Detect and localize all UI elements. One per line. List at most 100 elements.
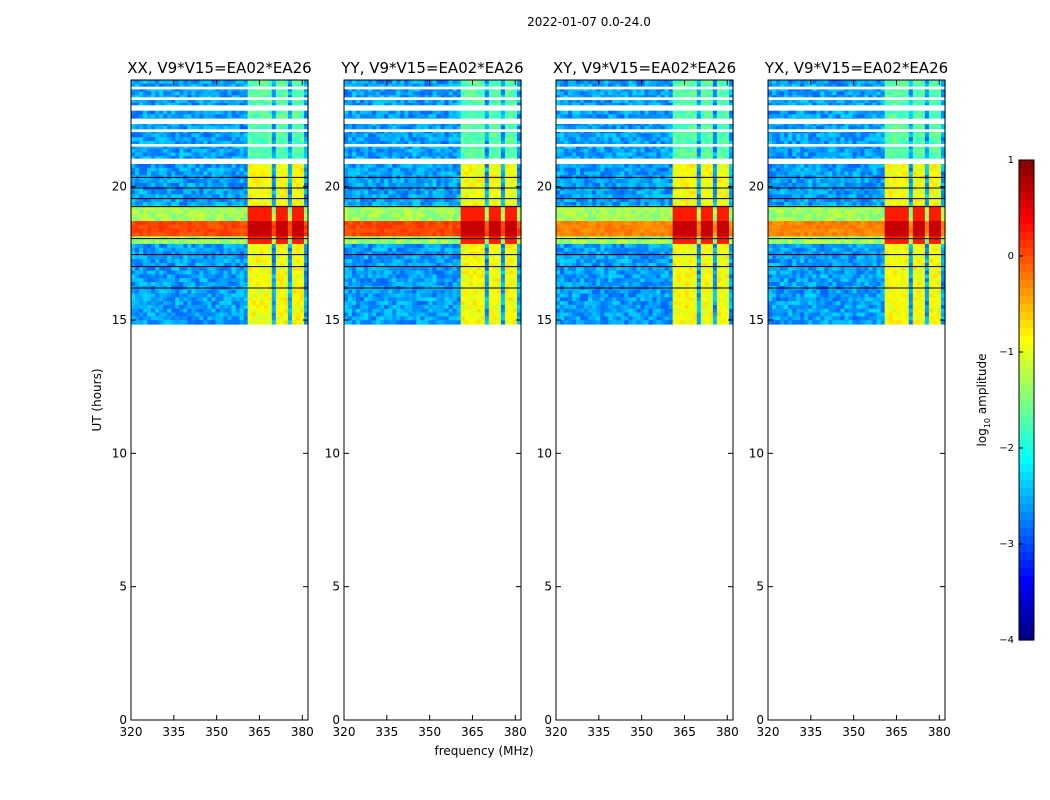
heatmap-cell: [392, 263, 397, 268]
heatmap-cell: [512, 182, 518, 188]
heatmap-cell: [175, 289, 180, 295]
heatmap-cell: [199, 274, 205, 279]
heatmap-cell: [436, 152, 442, 157]
heatmap-cell: [348, 213, 353, 218]
heatmap-cell: [356, 247, 361, 253]
heatmap-cell: [135, 274, 140, 279]
heatmap-cell: [227, 232, 233, 237]
heatmap-cell: [219, 137, 225, 142]
heatmap-cell: [243, 301, 249, 306]
heatmap-cell: [500, 221, 506, 226]
heatmap-cell: [408, 240, 413, 245]
heatmap-cell: [295, 270, 301, 276]
heatmap-cell: [175, 190, 180, 195]
heatmap-cell: [352, 133, 357, 138]
heatmap-cell: [384, 190, 389, 195]
heatmap-cell: [360, 209, 365, 215]
heatmap-cell: [295, 247, 301, 253]
heatmap-cell: [195, 133, 200, 138]
heatmap-cell: [135, 190, 140, 195]
heatmap-cell: [388, 125, 393, 131]
heatmap-cell: [372, 114, 377, 119]
heatmap-cell: [480, 137, 486, 142]
heatmap-cell: [255, 232, 261, 237]
heatmap-cell: [179, 163, 184, 169]
heatmap-cell: [488, 144, 494, 150]
heatmap-cell: [207, 87, 213, 93]
heatmap-cell: [235, 190, 241, 195]
heatmap-cell: [488, 121, 494, 127]
heatmap-cell: [207, 217, 213, 222]
heatmap-cell: [159, 232, 164, 237]
heatmap-cell: [464, 213, 470, 218]
heatmap-cell: [376, 179, 381, 184]
heatmap-cell: [456, 182, 462, 188]
heatmap-cell: [199, 266, 205, 272]
heatmap-cell: [412, 148, 418, 154]
heatmap-cell: [267, 114, 273, 119]
heatmap-cell: [187, 179, 192, 184]
heatmap-cell: [191, 247, 196, 253]
heatmap-cell: [251, 312, 257, 317]
heatmap-cell: [412, 114, 418, 119]
heatmap-cell: [255, 243, 261, 249]
heatmap-cell: [344, 228, 349, 234]
heatmap-cell: [291, 247, 297, 253]
heatmap-cell: [412, 110, 418, 115]
heatmap-cell: [299, 156, 305, 161]
flagged-row: [131, 158, 308, 164]
heatmap-cell: [255, 137, 261, 142]
heatmap-cell: [404, 255, 409, 260]
heatmap-cell: [147, 182, 152, 188]
heatmap-cell: [147, 308, 152, 314]
heatmap-cell: [159, 289, 164, 295]
heatmap-cell: [420, 99, 426, 104]
heatmap-cell: [235, 110, 241, 115]
heatmap-cell: [352, 259, 357, 264]
heatmap-cell: [155, 148, 160, 154]
heatmap-cell: [380, 91, 385, 96]
heatmap-cell: [440, 133, 446, 138]
heatmap-cell: [183, 251, 188, 256]
heatmap-cell: [291, 270, 297, 276]
heatmap-cell: [271, 224, 277, 230]
heatmap-cell: [388, 110, 393, 115]
heatmap-cell: [348, 137, 353, 142]
heatmap-cell: [295, 205, 301, 211]
heatmap-cell: [372, 259, 377, 264]
heatmap-cell: [444, 163, 450, 169]
heatmap-cell: [348, 156, 353, 161]
heatmap-cell: [195, 266, 200, 272]
heatmap-cell: [480, 141, 486, 146]
heatmap-cell: [183, 274, 188, 279]
heatmap-cell: [448, 87, 454, 93]
heatmap-cell: [247, 198, 253, 203]
heatmap-cell: [364, 221, 369, 226]
heatmap-cell: [344, 255, 349, 260]
heatmap-cell: [364, 228, 369, 234]
heatmap-cell: [231, 91, 237, 96]
heatmap-cell: [167, 80, 172, 85]
heatmap-cell: [227, 247, 233, 253]
heatmap-cell: [287, 167, 293, 173]
heatmap-cell: [376, 163, 381, 169]
heatmap-cell: [167, 167, 172, 173]
heatmap-cell: [476, 182, 482, 188]
heatmap-cell: [243, 148, 249, 154]
heatmap-cell: [139, 179, 144, 184]
heatmap-cell: [464, 186, 470, 192]
heatmap-cell: [392, 125, 397, 131]
heatmap-cell: [488, 190, 494, 195]
heatmap-cell: [380, 125, 385, 131]
heatmap-cell: [255, 198, 261, 203]
heatmap-cell: [428, 133, 434, 138]
heatmap-cell: [179, 125, 184, 131]
heatmap-cell: [271, 251, 277, 256]
heatmap-cell: [484, 186, 490, 192]
heatmap-cell: [500, 163, 506, 169]
heatmap-cell: [404, 259, 409, 264]
heatmap-cell: [392, 179, 397, 184]
heatmap-cell: [143, 259, 148, 264]
heatmap-cell: [207, 247, 213, 253]
heatmap-cell: [516, 102, 522, 108]
